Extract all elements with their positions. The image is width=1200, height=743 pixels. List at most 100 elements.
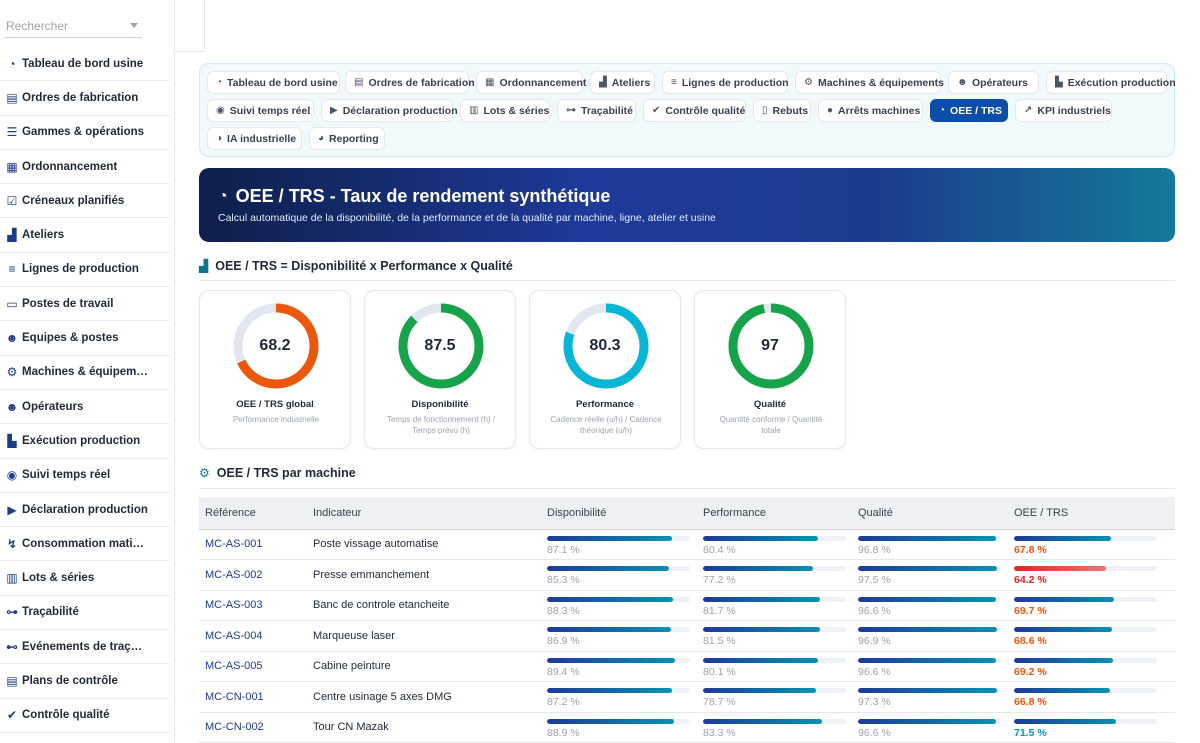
availability-cell: 86.9 % — [541, 620, 697, 652]
table-row[interactable]: MC-AS-004 Marqueuse laser 86.9 % 81.5 % … — [199, 620, 1175, 652]
top-panel — [175, 0, 205, 52]
oee-cell: 66.8 % — [1008, 681, 1175, 713]
gauge-ring — [398, 303, 484, 389]
kpi-gauge-card: 68.2 OEE / TRS global Performance indust… — [199, 290, 351, 449]
performance-cell: 81.7 % — [697, 590, 852, 621]
check-double-icon: ✔ — [652, 105, 661, 116]
sidebar-item[interactable]: ↯ Consommation mati… — [0, 527, 170, 562]
sidebar-item-label: Événements de traç… — [22, 640, 143, 653]
tab-ordonnancement[interactable]: ▦ Ordonnancement — [476, 71, 586, 94]
tab-lots-s-ries[interactable]: ▥ Lots & séries — [460, 99, 550, 122]
sidebar-item[interactable]: ◉ Suivi temps réel — [0, 459, 170, 493]
sidebar-item[interactable]: ☻ Opérateurs — [0, 390, 170, 425]
tab-d-claration-production[interactable]: ▶ Déclaration production — [321, 99, 458, 122]
sidebar: ◔ Tableau de bord usine ▤ Ordres de fabrica… — [0, 0, 175, 743]
tab-tableau-de-bord-usine[interactable]: ◔ Tableau de bord usine — [207, 71, 340, 94]
kpi-gauge-card: 87.5 Disponibilité Temps de fonctionneme… — [364, 290, 516, 449]
machine-reference-link[interactable]: MC-AS-003 — [199, 590, 307, 621]
tab-suivi-temps-r-el[interactable]: ◉ Suivi temps réel — [207, 99, 314, 122]
users-icon: ☻ — [957, 77, 968, 88]
sidebar-item[interactable]: ☻ Équipes & postes — [0, 321, 170, 356]
tab-tra-abilit[interactable]: ⊶ Traçabilité — [557, 99, 636, 122]
sidebar-item[interactable]: ▤ Plans de contrôle — [0, 664, 170, 699]
tab-machines-quipements[interactable]: ⚙ Machines & équipements — [795, 71, 944, 94]
table-row[interactable]: MC-CN-001 Centre usinage 5 axes DMG 87.2… — [199, 681, 1175, 713]
sidebar-item[interactable]: ◔ Tableau de bord usine — [0, 47, 170, 82]
column-header-oee[interactable]: OEE / TRS — [1008, 497, 1175, 530]
gauge-arc — [728, 303, 814, 389]
tab-arr-ts-machines[interactable]: ● Arrêts machines — [818, 99, 923, 122]
sidebar-item[interactable]: ⊷ Événements de traç… — [0, 630, 170, 665]
column-header-indicator[interactable]: Indicateur — [307, 497, 541, 530]
sidebar-item-label: Suivi temps réel — [22, 469, 111, 482]
machine-reference-link[interactable]: MC-CN-001 — [199, 681, 307, 713]
tab-contr-le-qualit[interactable]: ✔ Contrôle qualité — [643, 99, 746, 122]
progress-fill — [547, 688, 672, 693]
progress-track — [1014, 688, 1157, 693]
sidebar-item[interactable]: ▙ Exécution production — [0, 424, 170, 459]
sidebar-item[interactable]: ▭ Postes de travail — [0, 287, 170, 322]
progress-fill — [858, 627, 997, 632]
table-row[interactable]: MC-AS-003 Banc de controle etancheite 88… — [199, 590, 1175, 621]
progress-track — [1014, 718, 1157, 724]
table-row[interactable]: MC-AS-002 Presse emmanchement 85.3 % 77.… — [199, 559, 1175, 591]
sidebar-item[interactable]: ⊶ Traçabilité — [0, 596, 170, 631]
column-header-performance[interactable]: Performance — [697, 497, 852, 530]
progress-fill — [1014, 535, 1111, 541]
tab-op-rateurs[interactable]: ☻ Opérateurs — [948, 71, 1039, 94]
broadcast-icon: ◉ — [6, 468, 18, 483]
tab-kpi-industriels[interactable]: ↗ KPI industriels — [1015, 99, 1112, 122]
table-row[interactable]: MC-CN-002 Tour CN Mazak 88.9 % 83.3 % 96… — [199, 712, 1175, 743]
column-header-availability[interactable]: Disponibilité — [541, 497, 697, 530]
machine-reference-link[interactable]: MC-AS-005 — [199, 651, 307, 682]
sidebar-item-label: Opérateurs — [22, 400, 84, 413]
sidebar-item[interactable]: ▶ Déclaration production — [0, 493, 170, 528]
quality-cell: 96.6 % — [852, 712, 1008, 743]
kpi-gauge-card: 97 Qualité Quantité conforme / Quantité … — [694, 290, 846, 449]
gauge-ring — [233, 303, 319, 389]
sidebar-item[interactable]: ▦ Ordonnancement — [0, 150, 170, 185]
list-icon: ☰ — [6, 125, 18, 140]
column-header-reference[interactable]: Référence — [199, 497, 307, 530]
sidebar-item-label: Tableau de bord usine — [22, 57, 144, 70]
sidebar-item[interactable]: ⚙ Machines & équipem… — [0, 356, 170, 390]
progress-track — [703, 718, 846, 724]
chevron-down-icon[interactable] — [130, 23, 138, 28]
progress-track — [547, 688, 690, 693]
sidebar-item-label: Plans de contrôle — [22, 674, 118, 687]
tab-ateliers[interactable]: ▟ Ateliers — [590, 71, 655, 94]
gauge-label: Performance — [575, 399, 635, 410]
sidebar-item[interactable]: ✔ Contrôle qualité — [0, 699, 170, 733]
calendar-icon: ▦ — [485, 77, 495, 88]
tab-reporting[interactable]: ◕ Reporting — [309, 127, 385, 150]
tab-rebuts[interactable]: ▯ Rebuts — [753, 99, 811, 122]
sidebar-item-label: Traçabilité — [22, 606, 79, 619]
machine-reference-link[interactable]: MC-CN-002 — [199, 712, 307, 743]
search-box[interactable] — [4, 14, 142, 38]
progress-fill — [703, 627, 820, 632]
clipboard-icon: ▤ — [354, 77, 364, 88]
sidebar-item[interactable]: ▟ Ateliers — [0, 218, 170, 253]
sidebar-item[interactable]: ☰ Gammes & opérations — [0, 116, 170, 150]
sidebar-item[interactable]: ▤ Ordres de fabrication — [0, 81, 170, 116]
sidebar-item[interactable]: ▥ Lots & séries — [0, 561, 170, 596]
column-header-quality[interactable]: Qualité — [852, 497, 1008, 530]
table-row[interactable]: MC-AS-005 Cabine peinture 89.4 % 80.1 % … — [199, 651, 1175, 682]
tab-ex-cution-production[interactable]: ▙ Exécution production — [1046, 71, 1176, 94]
machine-reference-link[interactable]: MC-AS-001 — [199, 529, 307, 560]
table-row[interactable]: MC-AS-001 Poste vissage automatise 87.1 … — [199, 529, 1175, 560]
progress-track — [1014, 627, 1157, 632]
tab-ordres-de-fabrication[interactable]: ▤ Ordres de fabrication — [345, 71, 475, 94]
tab-ia-industrielle[interactable]: ◑ IA industrielle — [207, 127, 302, 150]
progress-track — [703, 657, 846, 663]
oee-value: 68.6 % — [1014, 635, 1047, 647]
kpi-gauge-card: 80.3 Performance Cadence réelle (u/h) / … — [529, 290, 681, 449]
machine-reference-link[interactable]: MC-AS-002 — [199, 559, 307, 591]
sidebar-item[interactable]: ☑ Créneaux planifiés — [0, 184, 170, 219]
tab-lignes-de-production[interactable]: ≡ Lignes de production — [662, 71, 789, 94]
search-input[interactable] — [4, 14, 142, 37]
progress-fill — [703, 688, 816, 693]
machine-reference-link[interactable]: MC-AS-004 — [199, 620, 307, 652]
tab-oee-trs[interactable]: ◔ OEE / TRS — [930, 99, 1008, 122]
sidebar-item[interactable]: ≡ Lignes de production — [0, 253, 170, 288]
